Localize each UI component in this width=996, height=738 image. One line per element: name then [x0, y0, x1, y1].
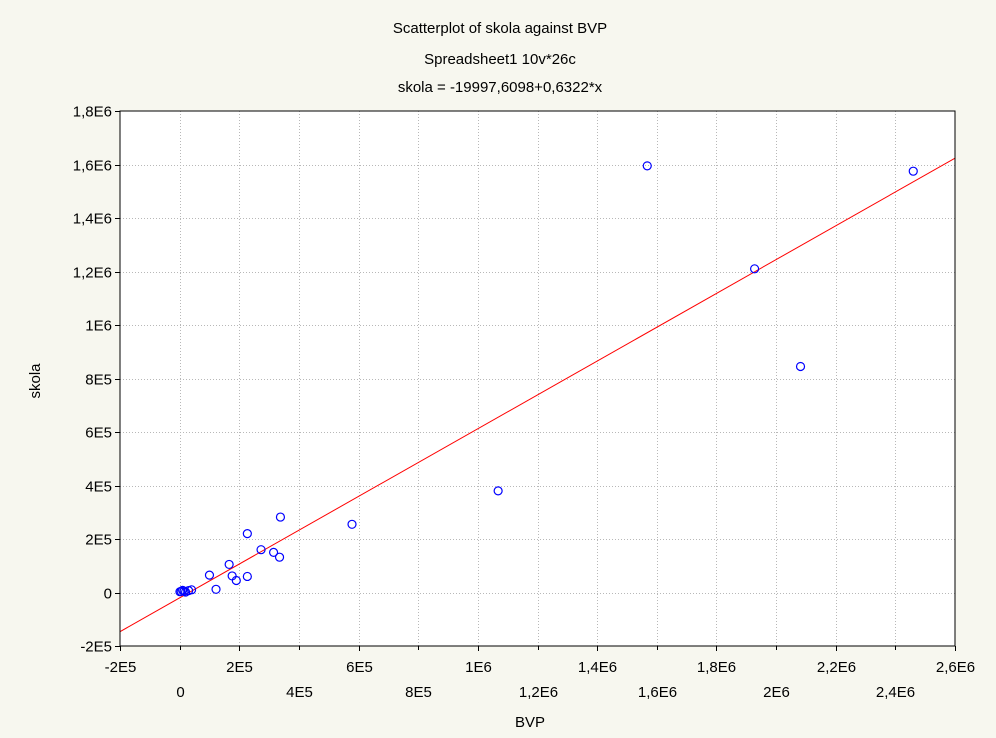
x-tick-label-minor: 0 [176, 684, 184, 701]
data-point [749, 264, 760, 274]
data-point [224, 559, 234, 570]
x-tick-label-major: 1,4E6 [578, 659, 617, 676]
x-tick-label-major: 2,6E6 [936, 659, 975, 676]
data-points [175, 161, 918, 597]
data-point [242, 529, 252, 539]
chart-regression-equation: skola = -19997,6098+0,6322*x [398, 79, 603, 96]
y-tick-label: 4E5 [85, 479, 112, 496]
y-tick-label: 1,8E6 [73, 104, 112, 121]
data-point [275, 512, 286, 522]
x-tick-label-minor: 2E6 [763, 684, 790, 701]
x-tick-label-minor: 2,4E6 [876, 684, 915, 701]
data-point [908, 166, 918, 176]
x-tick-label-major: 2E5 [226, 659, 253, 676]
x-tick-label-minor: 1,2E6 [519, 684, 558, 701]
x-tick-label-minor: 1,6E6 [638, 684, 677, 701]
y-tick-label: -2E5 [80, 639, 112, 656]
y-tick-label: 1E6 [85, 318, 112, 335]
data-point [211, 584, 221, 594]
x-axis-label: BVP [515, 714, 545, 731]
data-point [186, 585, 197, 595]
data-point [493, 486, 503, 496]
y-tick-label: 6E5 [85, 425, 112, 442]
y-tick-label: 1,6E6 [73, 158, 112, 175]
data-point [204, 570, 215, 580]
x-tick-label-major: 6E5 [346, 659, 373, 676]
x-tick-label-minor: 8E5 [405, 684, 432, 701]
data-point [268, 547, 279, 557]
data-point [642, 161, 652, 171]
y-tick-label: 0 [104, 586, 112, 603]
y-tick-label: 1,2E6 [73, 265, 112, 282]
grid-lines [120, 111, 955, 646]
axis-ticks: -2E5 0 2E5 4E5 6E5 8E5 1E6 1,2E6 1,4E6 1,6E6 1,8E6… [73, 104, 975, 702]
x-tick-label-major: 1E6 [465, 659, 492, 676]
x-tick-label-major: 1,8E6 [697, 659, 736, 676]
y-axis-label: skola [27, 363, 44, 399]
chart-title: Scatterplot of skola against BVP [393, 20, 607, 37]
chart-subtitle: Spreadsheet1 10v*26c [424, 51, 576, 68]
data-point [231, 575, 241, 586]
data-point [256, 545, 266, 555]
y-tick-label: 8E5 [85, 372, 112, 389]
plot-area-background [120, 111, 955, 646]
data-point [274, 552, 285, 562]
x-tick-label-minor: 4E5 [286, 684, 313, 701]
x-tick-label-major: -2E5 [105, 659, 137, 676]
plot-area-frame [119, 110, 956, 647]
data-point [242, 571, 252, 582]
x-tick-label-major: 2,2E6 [817, 659, 856, 676]
data-point [795, 361, 806, 372]
data-point [347, 519, 357, 529]
y-tick-label: 2E5 [85, 532, 112, 549]
y-tick-label: 1,4E6 [73, 211, 112, 228]
